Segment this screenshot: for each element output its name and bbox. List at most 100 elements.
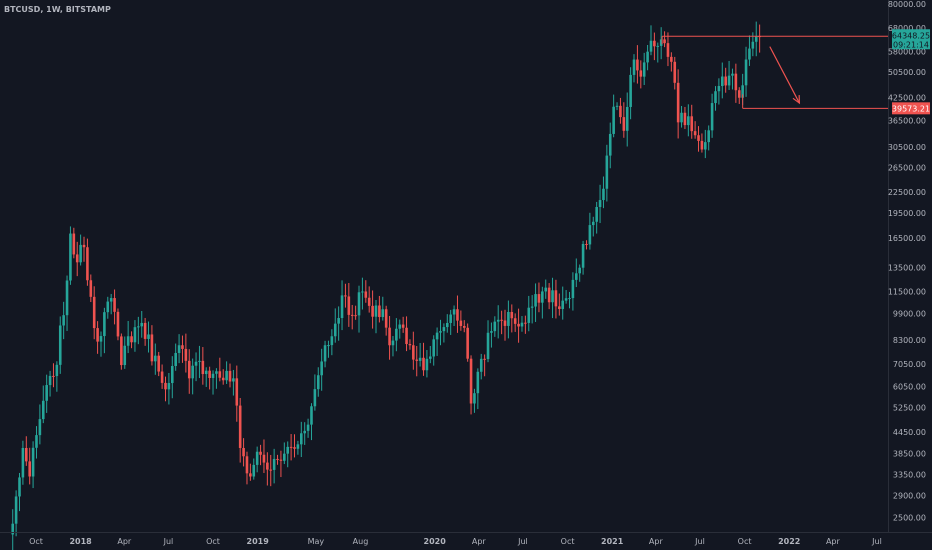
candle-body — [650, 41, 653, 52]
x-tick-label: Jul — [517, 537, 528, 546]
candle-body — [504, 320, 507, 325]
candle-body — [235, 378, 238, 405]
candle-body — [392, 341, 395, 346]
candle-body — [426, 359, 429, 370]
candle-body — [395, 329, 398, 341]
candle-body — [640, 70, 643, 76]
y-tick-label: 3850.00 — [893, 450, 926, 459]
candle-body — [39, 419, 42, 435]
candle-body — [707, 130, 710, 142]
candle-body — [103, 312, 106, 336]
candle-body — [361, 291, 364, 292]
candle-body — [527, 308, 530, 323]
x-tick-label: Jul — [694, 537, 705, 546]
candle-body — [398, 325, 401, 329]
candle-body — [22, 448, 25, 477]
candle-body — [429, 356, 432, 358]
candle-body — [721, 77, 724, 86]
candle-body — [106, 302, 109, 313]
candle-body — [76, 254, 79, 262]
candle-body — [422, 358, 425, 370]
candle-body — [293, 447, 296, 449]
candle-body — [439, 331, 442, 332]
candle-body — [144, 323, 147, 339]
candle-body — [449, 315, 452, 323]
candle-body — [521, 323, 524, 327]
candle-body — [208, 371, 211, 378]
candle-body — [470, 359, 473, 404]
candle-body — [28, 461, 31, 476]
y-tick-label: 11500.00 — [888, 287, 926, 296]
candle-body — [483, 359, 486, 360]
current-price-label: 64348.25 — [892, 31, 930, 40]
x-tick-label: 2021 — [601, 537, 624, 546]
candle-body — [735, 74, 738, 91]
candle-body — [388, 328, 391, 346]
candle-body — [565, 298, 568, 300]
x-tick-label: Jul — [163, 537, 174, 546]
candle-body — [436, 333, 439, 340]
x-tick-label: 2019 — [247, 537, 270, 546]
candle-body — [130, 336, 133, 342]
y-tick-label: 3350.00 — [893, 470, 926, 479]
candle-body — [561, 301, 564, 309]
candle-body — [663, 39, 666, 43]
candle-body — [290, 447, 293, 448]
candle-body — [252, 465, 255, 477]
candle-body — [589, 225, 592, 244]
candle-body — [273, 459, 276, 470]
y-tick-label: 13500.00 — [888, 264, 926, 273]
candle-body — [113, 298, 116, 312]
x-tick-label: Oct — [561, 537, 575, 546]
candle-body — [205, 371, 208, 374]
candle-body — [164, 383, 167, 389]
candle-body — [297, 444, 300, 448]
candle-body — [731, 74, 734, 76]
candle-body — [337, 318, 340, 324]
candle-body — [96, 328, 99, 342]
candle-body — [191, 366, 194, 379]
candle-body — [123, 346, 126, 365]
candle-body — [93, 297, 96, 328]
candle-body — [117, 312, 120, 337]
candle-body — [242, 448, 245, 456]
candle-body — [572, 280, 575, 298]
candle-body — [314, 389, 317, 406]
candle-body — [616, 106, 619, 107]
candle-body — [456, 309, 459, 320]
candle-body — [755, 36, 758, 42]
y-tick-label: 7050.00 — [893, 360, 926, 369]
candle-body — [120, 336, 123, 365]
candle-body — [375, 306, 378, 317]
candle-body — [670, 57, 673, 62]
candle-body — [541, 291, 544, 302]
candle-body — [531, 307, 534, 308]
y-tick-label: 5250.00 — [893, 404, 926, 413]
y-tick-label: 6050.00 — [893, 383, 926, 392]
candle-body — [354, 315, 357, 316]
candle-body — [507, 312, 510, 326]
candle-body — [409, 344, 412, 345]
candle-body — [371, 306, 374, 317]
y-tick-label: 36500.00 — [888, 116, 926, 125]
candle-body — [578, 268, 581, 274]
candle-body — [168, 383, 171, 389]
candle-body — [73, 234, 76, 255]
y-tick-label: 2500.00 — [893, 514, 926, 523]
y-tick-label: 8300.00 — [893, 336, 926, 345]
candle-body — [551, 290, 554, 302]
candle-body — [344, 295, 347, 296]
candle-body — [585, 244, 588, 245]
candle-body — [348, 296, 351, 314]
x-tick-label: Jul — [871, 537, 882, 546]
candle-body — [154, 356, 157, 362]
candle-body — [673, 62, 676, 83]
candle-body — [412, 345, 415, 359]
candle-body — [558, 306, 561, 309]
candle-body — [524, 323, 527, 324]
candle-body — [100, 336, 103, 342]
candle-body — [134, 327, 137, 342]
candle-body — [555, 290, 558, 306]
